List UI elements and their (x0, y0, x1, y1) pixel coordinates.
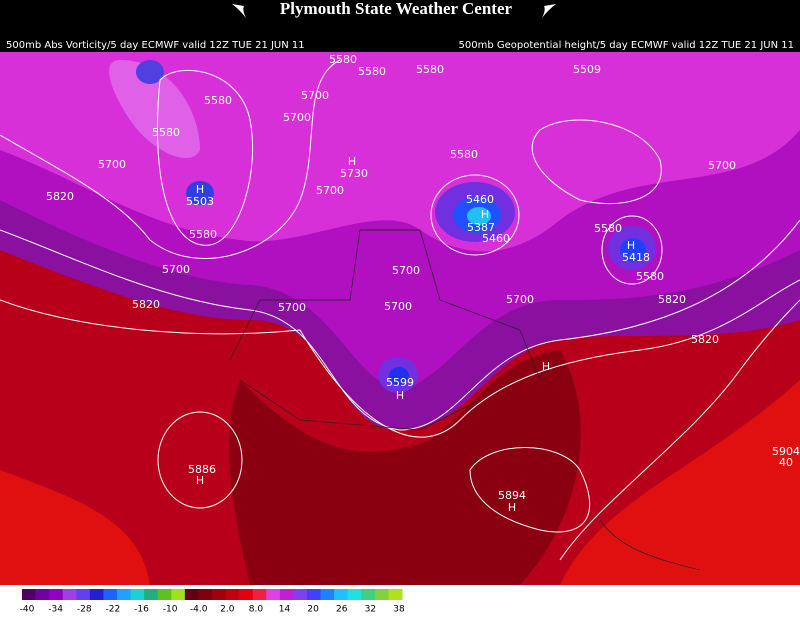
contour-label: H (196, 183, 204, 196)
contour-label: 5580 (416, 63, 444, 76)
colorbar: -40 -34 -28 -22 -16 -10 -4.0 2.0 8.0 14 20 26 32 38 (20, 589, 405, 615)
colorbar-swatch (212, 589, 227, 600)
contour-label: 5460 (482, 232, 510, 245)
colorbar-label: -22 (105, 605, 120, 615)
header-band (0, 0, 800, 52)
colorbar-swatch (89, 589, 104, 600)
contour-label: H (627, 239, 635, 252)
colorbar-swatch (62, 589, 77, 600)
colorbar-label: 14 (279, 605, 291, 615)
left-subtitle: 500mb Abs Vorticity/5 day ECMWF valid 12… (6, 40, 305, 51)
contour-label: 5580 (594, 222, 622, 235)
bird-icon (232, 4, 246, 18)
contour-label: 5580 (204, 94, 232, 107)
contour-label: 5580 (189, 228, 217, 241)
colorbar-swatch (171, 589, 186, 600)
colorbar-swatch (388, 589, 403, 600)
colorbar-label: 38 (393, 605, 405, 615)
contour-label: 5580 (450, 148, 478, 161)
contour-label: 5700 (301, 89, 329, 102)
contour-label: 5700 (506, 293, 534, 306)
title: Plymouth State Weather Center (280, 0, 513, 18)
contour-label: 5387 (467, 221, 495, 234)
contour-label: 5599 (386, 376, 414, 389)
contour-label: 5509 (573, 63, 601, 76)
colorbar-swatch (76, 589, 91, 600)
contour-label: 5503 (186, 195, 214, 208)
colorbar-swatch (361, 589, 376, 600)
colorbar-label: -40 (20, 605, 35, 615)
contour-label: 5820 (691, 333, 719, 346)
contour-label: H (348, 155, 356, 168)
colorbar-swatch (266, 589, 281, 600)
right-subtitle: 500mb Geopotential height/5 day ECMWF va… (458, 40, 794, 51)
contour-label: 5580 (329, 53, 357, 66)
contour-label: H (481, 208, 489, 221)
contour-label: 5700 (384, 300, 412, 313)
contour-label: 5894 (498, 489, 526, 502)
contour-label: 5580 (152, 126, 180, 139)
colorbar-swatch (334, 589, 349, 600)
bird-icon (542, 4, 556, 18)
contour-label: H (196, 474, 204, 487)
contour-label: 5700 (98, 158, 126, 171)
contour-label: 5700 (162, 263, 190, 276)
colorbar-swatch (320, 589, 335, 600)
contour-label: 5700 (392, 264, 420, 277)
contour-label: 5886 (188, 463, 216, 476)
map-field (0, 52, 800, 585)
contour-label: H (396, 389, 404, 402)
contour-label: 5820 (658, 293, 686, 306)
colorbar-swatch (252, 589, 267, 600)
contour-label: 5904 (772, 445, 800, 458)
contour-label: 5460 (466, 193, 494, 206)
colorbar-label: -4.0 (190, 605, 208, 615)
contour-label: H (542, 360, 550, 373)
colorbar-swatch (103, 589, 118, 600)
colorbar-swatch (184, 589, 199, 600)
colorbar-swatch (225, 589, 240, 600)
contour-label: 5580 (636, 270, 664, 283)
colorbar-swatch (157, 589, 172, 600)
colorbar-swatch (307, 589, 322, 600)
contour-label: 5820 (132, 298, 160, 311)
colorbar-label: -28 (77, 605, 92, 615)
contour-label: 5700 (708, 159, 736, 172)
colorbar-swatch (374, 589, 389, 600)
colorbar-label: -16 (134, 605, 149, 615)
contour-label: 5730 (340, 167, 368, 180)
contour-label: 5418 (622, 251, 650, 264)
colorbar-label: 32 (365, 605, 376, 615)
colorbar-swatch (117, 589, 132, 600)
contour-label: 5700 (278, 301, 306, 314)
contour-label: 5700 (316, 184, 344, 197)
colorbar-swatch (347, 589, 362, 600)
contour-label: H (508, 501, 516, 514)
colorbar-label: -10 (163, 605, 178, 615)
colorbar-swatch (239, 589, 254, 600)
colorbar-swatch (198, 589, 213, 600)
colorbar-swatch (22, 589, 37, 600)
colorbar-label: 26 (336, 605, 348, 615)
colorbar-label: 20 (307, 605, 319, 615)
colorbar-swatch (144, 589, 159, 600)
contour-label: 5820 (46, 190, 74, 203)
colorbar-swatch (35, 589, 50, 600)
colorbar-swatch (279, 589, 294, 600)
contour-label: 5700 (283, 111, 311, 124)
contour-label: 5580 (358, 65, 386, 78)
colorbar-swatch (49, 589, 64, 600)
colorbar-label: -34 (48, 605, 63, 615)
colorbar-swatch (293, 589, 308, 600)
colorbar-swatch (130, 589, 145, 600)
colorbar-label: 8.0 (249, 605, 264, 615)
contour-label: 40 (779, 456, 793, 469)
colorbar-label: 2.0 (220, 605, 235, 615)
